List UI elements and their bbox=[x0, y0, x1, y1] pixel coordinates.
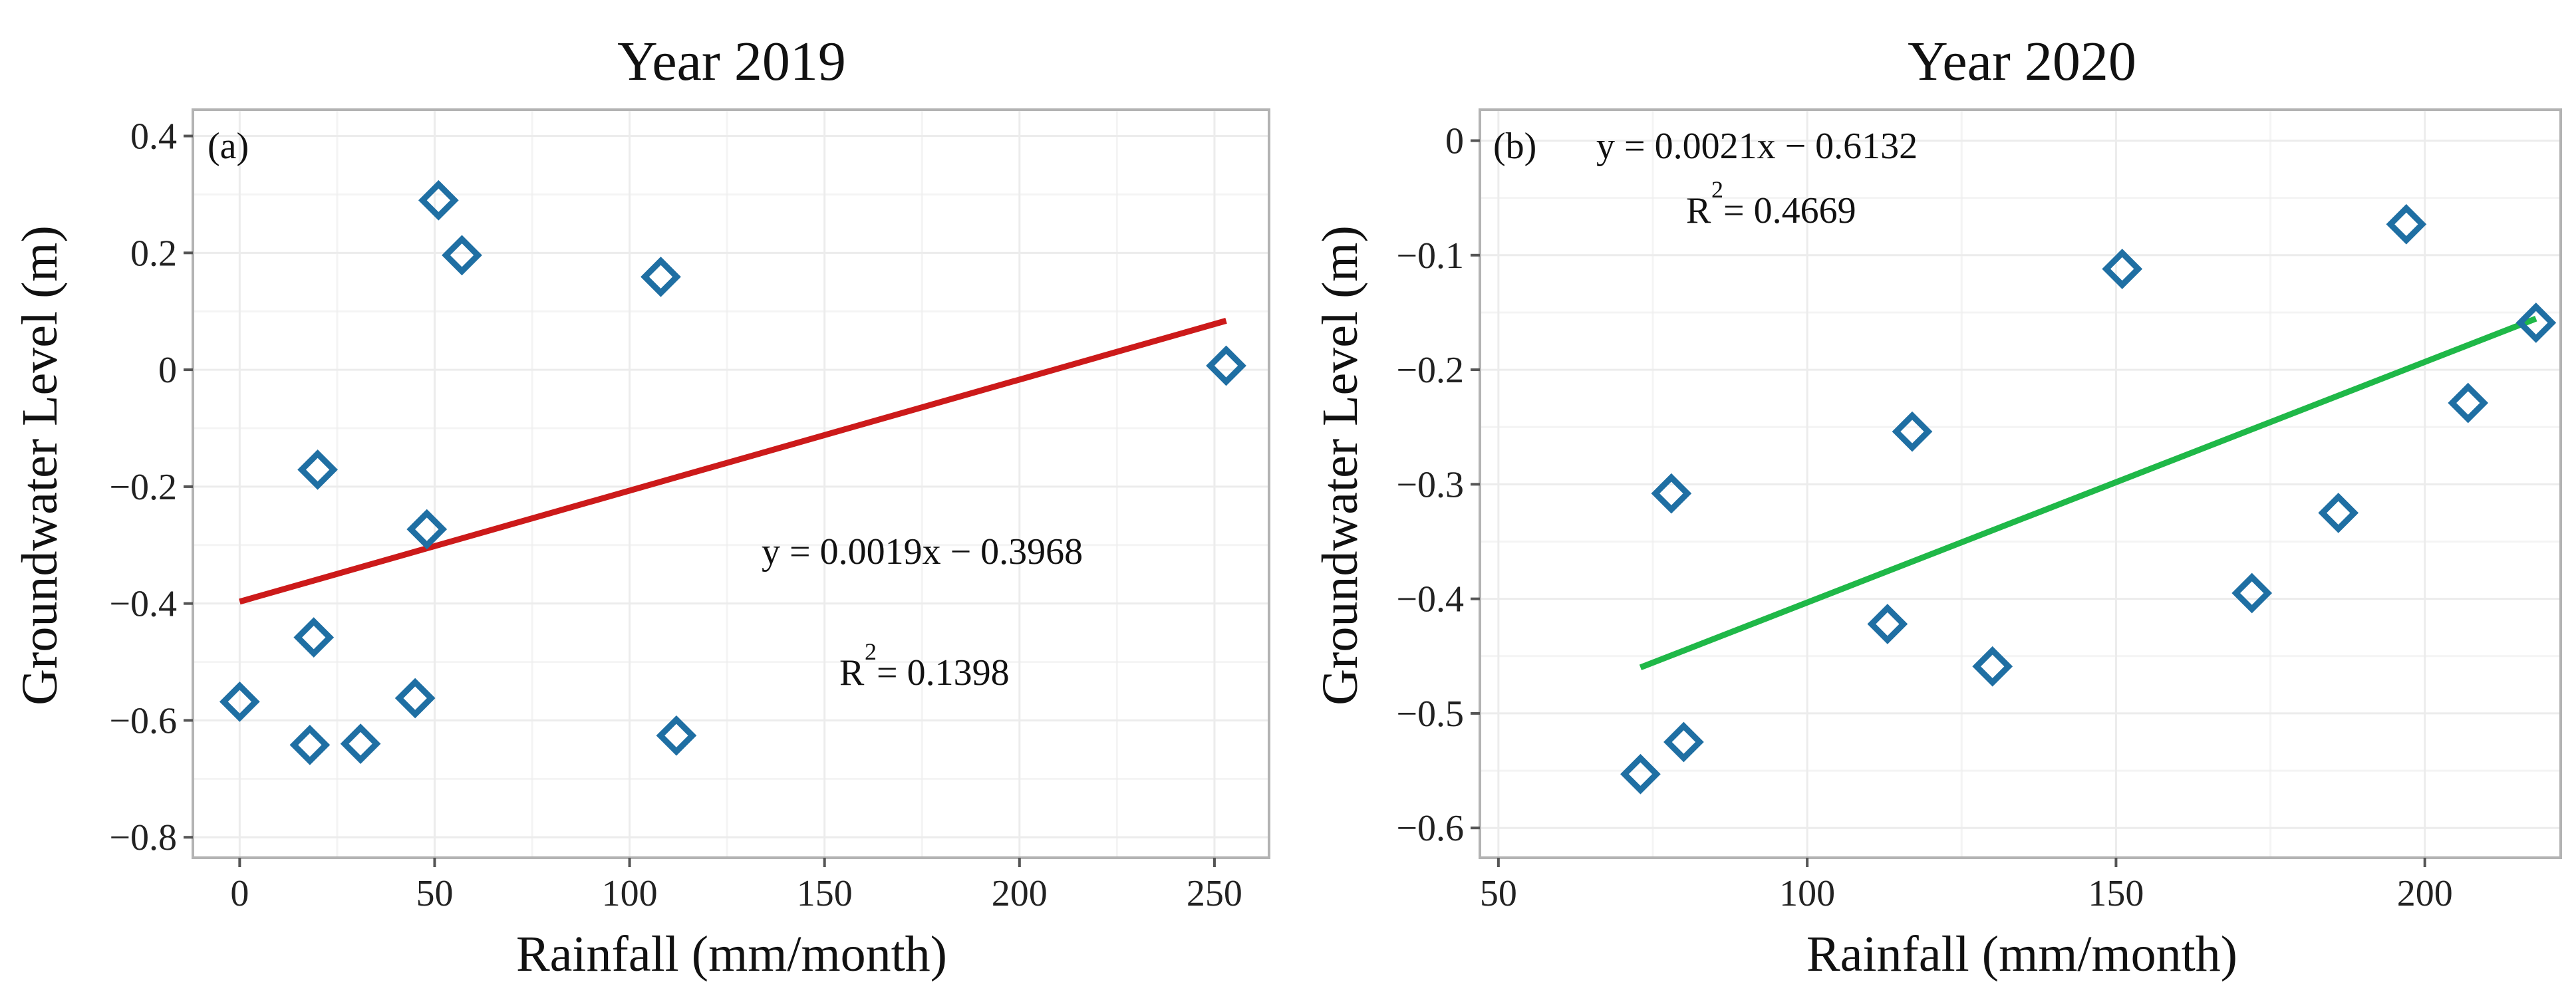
panel-a-plot-frame bbox=[192, 108, 1270, 859]
panel-b-r2-value: = 0.4669 bbox=[1723, 190, 1856, 231]
panel-b-gridlines bbox=[1480, 110, 2561, 858]
panel-a-r2-label: R bbox=[839, 652, 865, 693]
panel-a-label: (a) bbox=[208, 126, 249, 167]
panel-a-y-tick-label: 0 bbox=[158, 350, 177, 391]
panel-b-title: Year 2020 bbox=[1908, 31, 2136, 92]
panel-a-title: Year 2019 bbox=[617, 31, 846, 92]
panel-b-y-axis-label: Groundwater Level (m) bbox=[1312, 225, 1368, 705]
panel-a-x-tick-label: 200 bbox=[992, 873, 1048, 914]
panel-b-r-squared: R 2 = 0.4669 bbox=[1686, 176, 1856, 231]
panel-a-x-tick-label: 250 bbox=[1187, 873, 1242, 914]
panel-b-data-point bbox=[2231, 572, 2273, 614]
panel-b-r2-label: R bbox=[1686, 190, 1711, 231]
panel-b-x-tick-label: 150 bbox=[2088, 873, 2144, 914]
panel-a-points bbox=[219, 180, 1246, 765]
panel-b-data-point bbox=[1972, 646, 2013, 687]
panel-b-data-point bbox=[1651, 473, 1692, 514]
panel-b-data-point bbox=[2386, 203, 2427, 245]
panel-a-x-tick-label: 150 bbox=[797, 873, 853, 914]
panel-b-x-axis-label: Rainfall (mm/month) bbox=[1806, 926, 2237, 982]
panel-b-data-point bbox=[1620, 753, 1661, 795]
panel-b-y-tick-label: −0.6 bbox=[1396, 808, 1464, 849]
panel-a-y-tick-label: −0.6 bbox=[109, 700, 177, 741]
panel-b-ticks: 50 100 150 200 0 −0.1 −0.2 −0.3 −0.4 −0.5 −0.6 bbox=[1396, 121, 2452, 914]
panel-a-r2-exponent: 2 bbox=[865, 638, 877, 665]
panel-a-x-tick-label: 50 bbox=[416, 873, 453, 914]
panel-a-r2-value: = 0.1398 bbox=[877, 652, 1010, 693]
panel-b-data-point bbox=[2448, 382, 2489, 424]
panel-a-data-point bbox=[340, 723, 381, 764]
panel-b-points bbox=[1620, 203, 2557, 795]
panel-a-data-point bbox=[418, 180, 459, 221]
panel-a-gridlines bbox=[193, 110, 1269, 858]
panel-b-data-point bbox=[2102, 249, 2143, 289]
panel-b-label: (b) bbox=[1493, 126, 1536, 167]
panel-a-y-tick-label: −0.4 bbox=[109, 584, 177, 625]
panel-b-y-tick-label: −0.1 bbox=[1396, 235, 1464, 277]
panel-a-y-axis-label: Groundwater Level (m) bbox=[12, 225, 68, 705]
panel-a-data-point bbox=[406, 509, 448, 550]
panel-a-x-axis-label: Rainfall (mm/month) bbox=[516, 926, 947, 982]
panel-a-x-tick-label: 0 bbox=[230, 873, 249, 914]
panel-b-data-point bbox=[1663, 721, 1704, 763]
panel-b-chart: Year 2020 Groundwater Level (m) Rainfall… bbox=[1312, 31, 2562, 982]
panel-b-y-tick-label: −0.2 bbox=[1396, 350, 1464, 391]
panel-a-data-point bbox=[656, 715, 697, 756]
panel-a-equation: y = 0.0019x − 0.3968 bbox=[762, 531, 1083, 572]
panel-a-data-point bbox=[289, 725, 331, 765]
panel-b-trendline bbox=[1639, 316, 2537, 671]
panel-a-ticks: 0 50 100 150 200 250 0.4 0.2 0 −0.2 −0.4 −0.6 −0.8 bbox=[109, 116, 1242, 914]
panel-b-x-tick-label: 100 bbox=[1779, 873, 1835, 914]
panel-b-y-tick-label: 0 bbox=[1445, 121, 1464, 162]
panel-a-data-point bbox=[219, 681, 260, 722]
panel-a-data-point bbox=[297, 449, 338, 490]
panel-a-r-squared: R 2 = 0.1398 bbox=[839, 638, 1010, 693]
panel-a-data-point bbox=[394, 678, 436, 719]
panel-a-data-point bbox=[1206, 345, 1246, 386]
panel-a-y-tick-label: −0.2 bbox=[109, 467, 177, 508]
panel-b-y-tick-label: −0.5 bbox=[1396, 693, 1464, 735]
panel-a-x-tick-label: 100 bbox=[602, 873, 658, 914]
panel-a-y-tick-label: −0.8 bbox=[109, 817, 177, 858]
panel-a-y-tick-label: 0.4 bbox=[130, 116, 177, 158]
panel-b-y-tick-label: −0.3 bbox=[1396, 464, 1464, 505]
panel-a-data-point bbox=[442, 235, 482, 276]
panel-b-r2-exponent: 2 bbox=[1711, 176, 1723, 203]
panel-b-data-point bbox=[2318, 493, 2359, 533]
panel-b-data-point bbox=[1892, 411, 1933, 452]
panel-b-x-tick-label: 50 bbox=[1480, 873, 1517, 914]
panel-b-data-point bbox=[2515, 303, 2557, 343]
panel-b-equation: y = 0.0021x − 0.6132 bbox=[1596, 126, 1918, 167]
panel-a-trendline bbox=[239, 318, 1227, 605]
panel-a-data-point bbox=[293, 617, 335, 658]
panel-a-chart: Year 2019 Groundwater Level (m) Rainfall… bbox=[12, 31, 1270, 982]
panel-b-y-tick-label: −0.4 bbox=[1396, 579, 1464, 620]
panel-b-data-point bbox=[1867, 604, 1908, 644]
panel-b-x-tick-label: 200 bbox=[2397, 873, 2453, 914]
panel-a-data-point bbox=[641, 257, 681, 297]
panel-a-y-tick-label: 0.2 bbox=[130, 233, 177, 274]
